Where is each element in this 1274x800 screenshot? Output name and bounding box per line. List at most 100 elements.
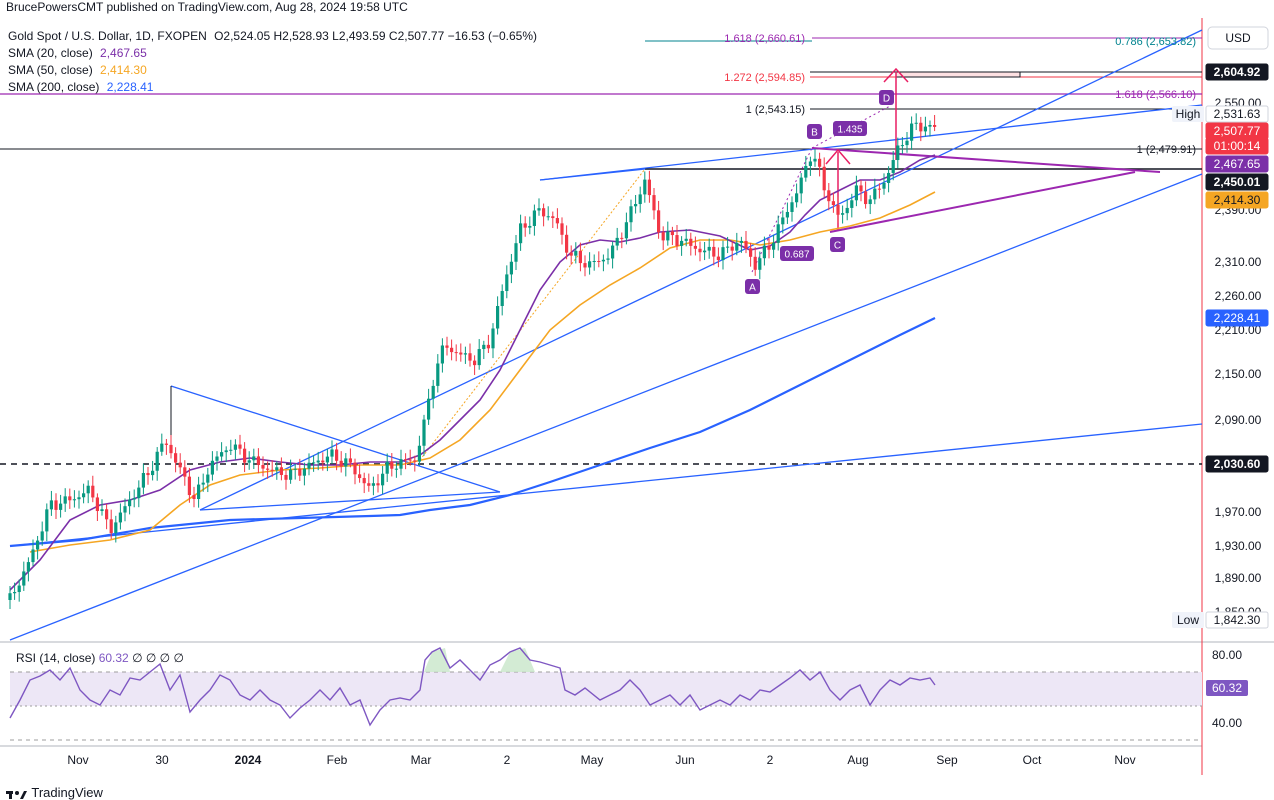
- candle: [440, 338, 444, 373]
- price-badge[interactable]: 01:00:14: [1205, 137, 1269, 155]
- candle: [555, 208, 559, 229]
- candle: [850, 193, 854, 218]
- price-badge[interactable]: 2,467.65: [1205, 155, 1269, 173]
- sma50-line: [29, 191, 936, 553]
- price-badge-prefix-text: Low: [1177, 613, 1199, 627]
- candle: [473, 355, 477, 375]
- price-badge[interactable]: 2,531.63: [1205, 105, 1269, 123]
- price-badge[interactable]: 2,604.92: [1205, 63, 1269, 81]
- pivot-d-marker[interactable]: D: [879, 90, 894, 105]
- ratio-0687-text: 0.687: [784, 250, 809, 261]
- ratio-0687-badge[interactable]: 0.687: [780, 246, 814, 261]
- candle: [344, 453, 348, 477]
- candle: [394, 461, 398, 478]
- candle: [82, 483, 86, 504]
- time-tick-label: Nov: [1114, 753, 1135, 767]
- candle: [887, 166, 891, 193]
- price-badge[interactable]: 2,030.60: [1205, 455, 1269, 473]
- candle: [247, 451, 251, 470]
- candle: [500, 284, 504, 316]
- price-badge[interactable]: 2,414.30: [1205, 191, 1269, 209]
- time-tick-label: 2: [767, 753, 774, 767]
- time-axis[interactable]: Nov 30 2024 Feb Mar 2 May Jun 2 Aug Sep Oct Nov: [67, 753, 1135, 767]
- triangle-lower-line: [199, 491, 501, 511]
- candle: [836, 196, 840, 223]
- candle: [753, 247, 757, 276]
- price-badge-text: 2,604.92: [1214, 65, 1261, 79]
- candle: [114, 515, 118, 543]
- candle: [128, 491, 132, 515]
- ratio-1435-badge[interactable]: 1.435: [833, 121, 867, 136]
- price-badge-text: 2,228.41: [1214, 311, 1261, 325]
- candle: [928, 120, 932, 137]
- pivot-c-marker[interactable]: C: [830, 237, 845, 252]
- pivot-a-label: A: [749, 283, 756, 294]
- candle: [721, 240, 725, 270]
- candle: [933, 114, 937, 132]
- price-badge-text: 1,842.30: [1214, 613, 1261, 627]
- candle: [284, 470, 288, 490]
- candle: [845, 198, 849, 221]
- candle: [629, 199, 633, 232]
- trendline-2: [9, 423, 1203, 547]
- candle: [307, 453, 311, 476]
- pivot-a-marker[interactable]: A: [745, 279, 760, 294]
- candle: [560, 217, 564, 245]
- rsi-value-badge[interactable]: [1206, 680, 1248, 696]
- candle: [390, 453, 394, 477]
- candle: [666, 221, 670, 246]
- pivot-b-marker[interactable]: B: [807, 124, 822, 139]
- sma200-label: SMA (200, close): [8, 80, 100, 94]
- target-box: [895, 71, 1021, 78]
- candle: [279, 457, 283, 481]
- candle: [477, 339, 481, 370]
- triangle-upper-line: [170, 385, 501, 493]
- price-badge-prefix: Low: [1172, 612, 1204, 628]
- rsi-axis[interactable]: 80.00 40.00: [1212, 648, 1242, 730]
- trendline-3: [199, 29, 1203, 511]
- candle: [638, 186, 642, 213]
- candle: [905, 131, 909, 153]
- candle: [749, 242, 753, 267]
- candle: [813, 148, 817, 167]
- candle: [795, 183, 799, 208]
- fib-top-right-label: 0.786 (2,653.82): [1115, 36, 1196, 48]
- candle: [40, 521, 44, 546]
- price-axis[interactable]: 2,550.00 2,390.00 2,310.00 2,260.00 2,210.00…: [1172, 63, 1269, 629]
- candle: [542, 203, 546, 227]
- symbol-title[interactable]: Gold Spot / U.S. Dollar, 1D, FXOPEN: [8, 29, 207, 43]
- candle: [882, 173, 886, 195]
- price-tick-label: 2,150.00: [1215, 367, 1262, 381]
- legend-sma200-row[interactable]: SMA (200, close) 2,228.41: [8, 79, 541, 96]
- candle: [767, 237, 771, 259]
- candle: [358, 464, 362, 483]
- legend-sma50-row[interactable]: SMA (50, close) 2,414.30: [8, 62, 541, 79]
- time-tick-label: Nov: [67, 753, 88, 767]
- price-badge[interactable]: 1,842.30: [1205, 611, 1269, 629]
- currency-box[interactable]: [1207, 26, 1269, 50]
- candle: [822, 157, 826, 198]
- candle: [652, 187, 656, 220]
- rsi-legend[interactable]: RSI (14, close) 60.32 ∅ ∅ ∅ ∅: [16, 651, 184, 665]
- candle: [831, 192, 835, 213]
- candle: [551, 211, 555, 228]
- candle: [151, 460, 155, 481]
- candle: [72, 490, 76, 508]
- candle: [532, 204, 536, 236]
- candle: [606, 248, 610, 265]
- candle: [353, 458, 357, 485]
- price-badge[interactable]: 2,450.01: [1205, 173, 1269, 191]
- legend-sma20-row[interactable]: SMA (20, close) 2,467.65: [8, 45, 541, 62]
- price-badge[interactable]: 2,228.41: [1205, 309, 1269, 327]
- price-badge-text: 2,531.63: [1214, 107, 1261, 121]
- candle: [735, 232, 739, 256]
- currency-label[interactable]: USD: [1225, 31, 1251, 45]
- candle: [215, 451, 219, 471]
- candle: [620, 232, 624, 249]
- rsi-legend-extras: ∅ ∅ ∅ ∅: [132, 651, 184, 665]
- candle: [289, 459, 293, 484]
- candle: [703, 241, 707, 261]
- price-badge[interactable]: 2,507.77: [1205, 122, 1269, 140]
- candle: [224, 446, 228, 463]
